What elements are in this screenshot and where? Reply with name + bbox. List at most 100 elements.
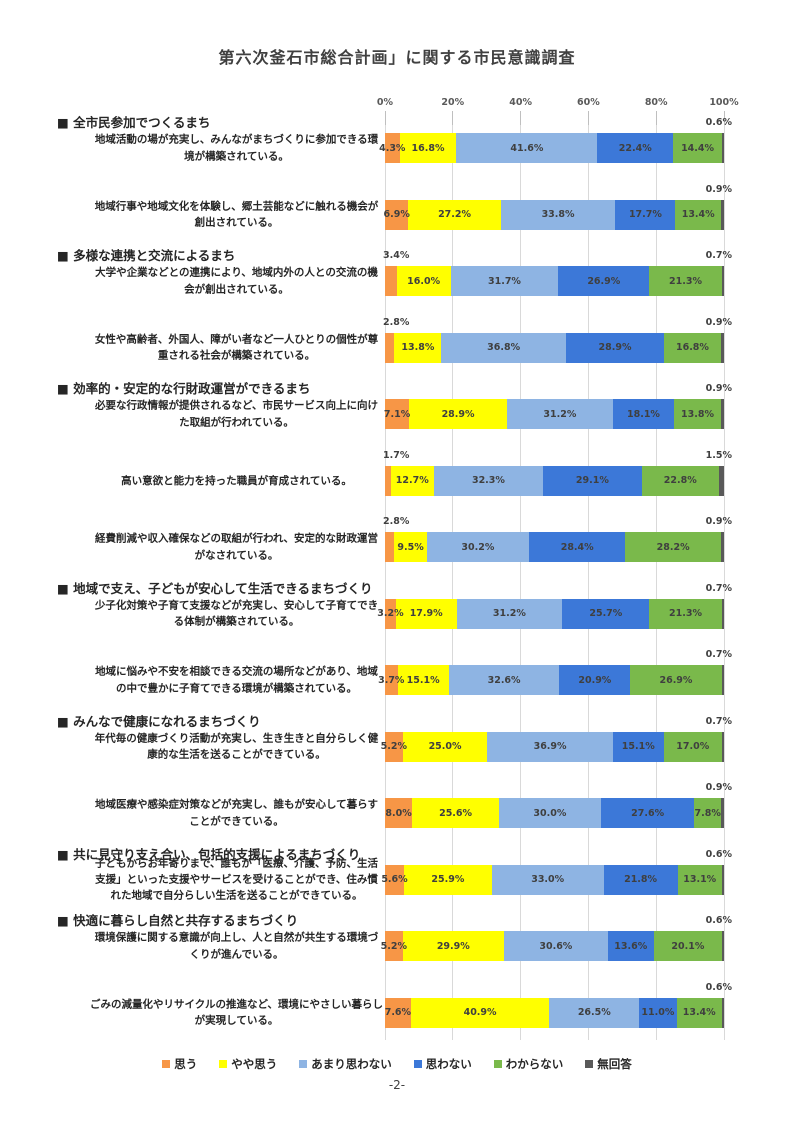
segment-value: 26.9% [587, 275, 621, 287]
stacked-bar: 16.0% 31.7% 26.9% 21.3% [385, 266, 724, 296]
segment-value: 11.0% [641, 1007, 675, 1018]
bar-segment: 5.6% [381, 864, 408, 895]
bar-segment [720, 199, 724, 230]
bar-segment: 21.3% [649, 598, 722, 629]
bar-segment: 6.9% [384, 199, 410, 230]
bar-segment: 13.8% [394, 332, 442, 363]
no-answer-value-callout: 0.6% [705, 117, 732, 128]
category-label: 地域に悩みや不安を相談できる交流の場所などがあり、地域の中で豊かに子育てできる環… [95, 665, 378, 695]
segment-value: 4.3% [379, 142, 406, 154]
legend-swatch-icon [299, 1060, 308, 1068]
bar-segment: 17.7% [615, 199, 676, 230]
legend-label: あまり思わない [311, 1057, 392, 1071]
legend-item: わからない [493, 1056, 564, 1072]
bar-area: 5.6% 25.9% 33.0% 21.8% 13.1% 0.6% [381, 849, 732, 895]
segment-value: 30.0% [533, 807, 567, 819]
stacked-bar: 3.7% 15.1% 32.6% 20.9% 26.9% [378, 665, 724, 695]
category-label: 地域行事や地域文化を体験し、郷土芸能などに触れる機会が創出されている。 [94, 200, 379, 229]
chart-row: 高い意欲と能力を持った職員が育成されている。 12.7% 32.3% 29.1% 22.… [0, 448, 794, 515]
bar-segment: 5.2% [381, 731, 407, 762]
segment-value: 29.1% [575, 475, 609, 486]
stacked-bar: 6.9% 27.2% 33.8% 17.7% 13.4% [384, 199, 724, 230]
bar-segment: 21.8% [603, 864, 678, 895]
bar-segment: 25.0% [402, 731, 488, 762]
bar-segment: 30.6% [503, 931, 608, 961]
bar-segment: 22.8% [641, 465, 719, 496]
bar-segment: 4.3% [379, 133, 405, 163]
chart-row: 女性や高齢者、外国人、障がい者など一人ひとりの個性が尊重される社会が構築されてい… [0, 315, 794, 382]
segment-value: 5.2% [380, 940, 407, 952]
segment-value: 28.9% [598, 342, 632, 353]
segment-value: 15.1% [406, 674, 440, 686]
chart-row: ■ みんなで健康になれるまちづくり 年代毎の健康づくり活動が充実し、生き生きと自分… [0, 714, 794, 781]
no-answer-value-callout: 0.6% [705, 981, 732, 993]
segment-value: 20.9% [578, 674, 612, 686]
bar-segment: 36.8% [441, 332, 567, 363]
bar-segment [385, 332, 395, 363]
segment-value: 13.4% [681, 209, 715, 220]
bar-segment: 13.8% [674, 399, 721, 429]
x-tick-mark [452, 111, 454, 125]
chart-row: ■ 多様な連携と交流によるまち 大学や企業などとの連携により、地域内外の人との交流… [0, 248, 794, 315]
segment-value: 17.7% [628, 209, 662, 220]
segment-value: 17.9% [409, 608, 443, 619]
legend-item: 思わない [413, 1056, 472, 1072]
bar-area: 8.0% 25.6% 30.0% 27.6% 7.8% 0.9% [385, 782, 732, 828]
segment-value: 8.0% [385, 807, 412, 819]
bar-segment: 36.9% [487, 731, 613, 762]
bar-segment: 28.4% [529, 532, 626, 562]
no-answer-value-callout: 1.5% [705, 449, 732, 461]
bar-segment: 31.7% [450, 266, 559, 296]
x-tick-label: 100% [709, 97, 739, 108]
stacked-bar: 13.8% 36.8% 28.9% 16.8% [385, 332, 724, 363]
bar-segment: 41.6% [456, 133, 598, 163]
category-label: 大学や企業などとの連携により、地域内外の人との交流の機会が創出されている。 [95, 266, 378, 296]
segment-value: 25.7% [589, 608, 623, 619]
legend-label: わからない [505, 1057, 564, 1071]
segment-value: 41.6% [510, 142, 544, 154]
segment-value: 31.2% [492, 608, 526, 619]
bar-segment: 8.0% [385, 798, 413, 828]
x-tick-label: 60% [577, 97, 600, 108]
x-tick-mark [384, 111, 386, 125]
bar-segment: 28.2% [625, 532, 721, 562]
no-answer-value-callout: 0.6% [705, 915, 732, 926]
bar-segment: 16.0% [396, 266, 451, 296]
segment-value: 7.1% [383, 408, 411, 420]
gridline [452, 125, 454, 1040]
segment-value: 33.8% [541, 209, 575, 220]
no-answer-value-callout: 0.7% [705, 649, 732, 660]
bar-segment: 16.8% [399, 133, 457, 163]
chart-row: ■ 地域で支え、子どもが安心して生活できるまちづくり 少子化対策や子育て支援などが… [0, 581, 794, 648]
segment-value: 13.4% [682, 1007, 716, 1018]
bar-segment: 17.9% [395, 598, 457, 629]
segment-value: 13.8% [401, 342, 435, 353]
bar-segment: 20.1% [653, 931, 722, 961]
bar-segment [721, 997, 724, 1028]
bar-segment: 28.9% [409, 399, 508, 429]
segment-value: 5.2% [380, 741, 407, 752]
group-header: ■ 地域で支え、子どもが安心して生活できるまちづくり [57, 580, 373, 596]
bar-segment [721, 598, 724, 629]
group-header: ■ みんなで健康になれるまちづくり [57, 713, 261, 729]
segment-value: 36.9% [533, 741, 567, 752]
segment-value: 3.2% [377, 608, 404, 619]
x-tick-mark [723, 111, 725, 125]
x-axis-tick-marks [384, 111, 725, 125]
bar-segment: 3.7% [378, 665, 404, 695]
chart-row: 地域に悩みや不安を相談できる交流の場所などがあり、地域の中で豊かに子育てできる環… [0, 647, 794, 714]
x-tick-label: 0% [376, 97, 394, 108]
bar-area: 5.2% 29.9% 30.6% 13.6% 20.1% 0.6% [381, 915, 732, 961]
chart-rows: ■ 全市民参加でつくるまち 地域活動の場が充実し、みんながまちづくりに参加できる環… [0, 115, 794, 1046]
bar-segment: 33.8% [500, 199, 616, 230]
stacked-bar: 5.2% 29.9% 30.6% 13.6% 20.1% [381, 931, 724, 961]
segment-value: 16.8% [675, 342, 709, 353]
bar-area: 7.6% 40.9% 26.5% 11.0% 13.4% 0.6% [385, 982, 732, 1028]
bar-segment: 30.0% [499, 798, 601, 828]
bar-segment: 9.5% [394, 532, 427, 562]
x-tick-label: 40% [509, 97, 532, 108]
stacked-bar: 5.2% 25.0% 36.9% 15.1% 17.0% [381, 731, 724, 762]
no-answer-value-callout: 0.6% [705, 848, 732, 860]
segment-value: 20.1% [671, 940, 705, 952]
